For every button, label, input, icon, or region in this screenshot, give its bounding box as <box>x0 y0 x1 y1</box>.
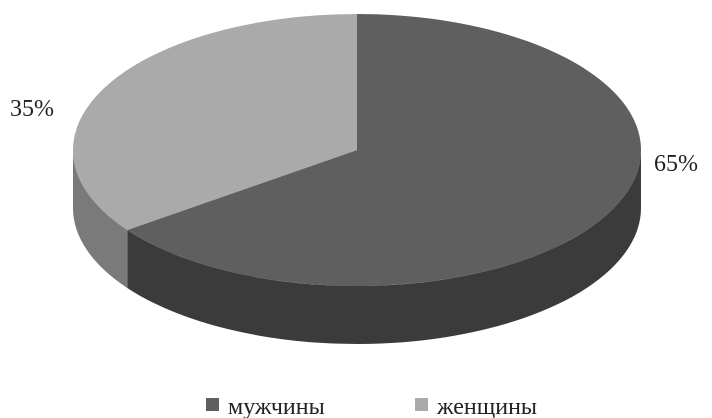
legend: мужчины женщины <box>206 394 537 418</box>
pie-slice-male <box>127 14 641 286</box>
legend-label-female: женщины <box>436 394 537 418</box>
pie-side-walls <box>73 150 642 345</box>
pie-side-male <box>127 150 642 345</box>
legend-label-male: мужчины <box>228 394 325 418</box>
data-label-male: 65% <box>654 151 698 177</box>
pie-side-female <box>73 150 128 288</box>
pie-slice-female <box>72 14 358 230</box>
legend-swatch-male <box>206 398 219 411</box>
pie-top-faces <box>72 14 641 286</box>
data-label-female: 35% <box>10 96 54 122</box>
legend-swatch-female <box>415 398 428 411</box>
